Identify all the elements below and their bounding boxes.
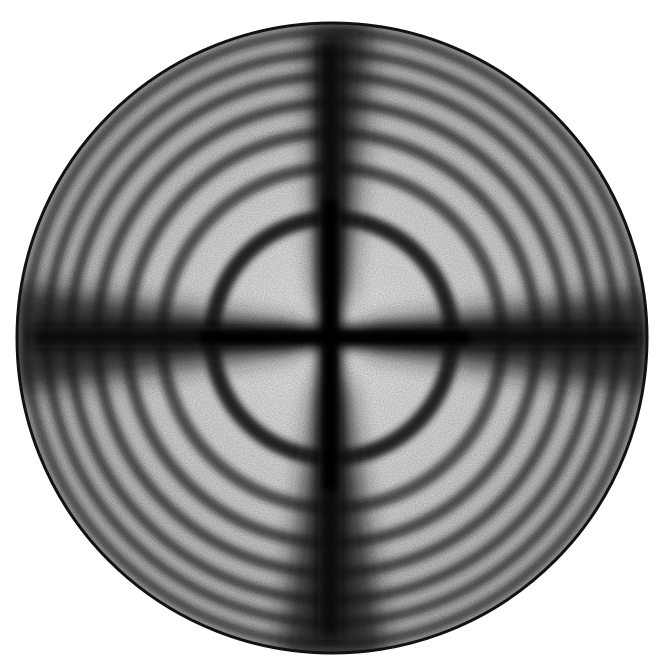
disc-outline	[15, 21, 649, 655]
